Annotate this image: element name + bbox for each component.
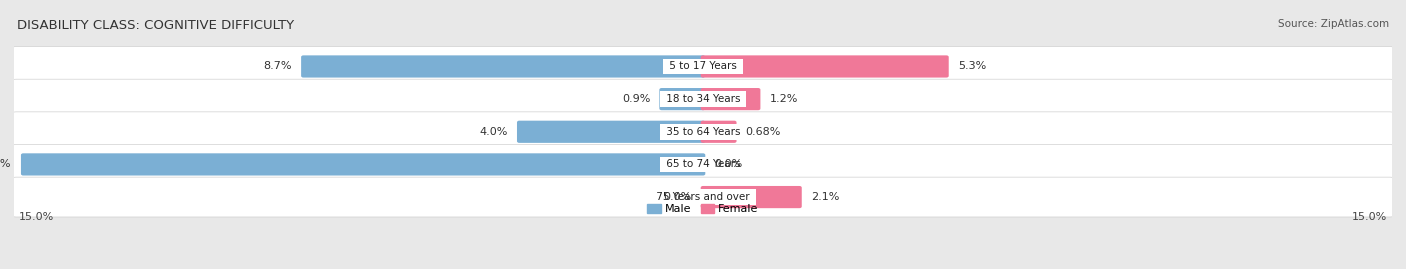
Text: 0.0%: 0.0% [714,160,742,169]
Text: 15.0%: 15.0% [18,212,53,222]
Text: 5.3%: 5.3% [957,62,986,72]
Text: 0.0%: 0.0% [664,192,692,202]
Text: 18 to 34 Years: 18 to 34 Years [662,94,744,104]
FancyBboxPatch shape [700,186,801,208]
Text: 65 to 74 Years: 65 to 74 Years [662,160,744,169]
Text: 1.2%: 1.2% [769,94,799,104]
Text: 75 Years and over: 75 Years and over [652,192,754,202]
Text: 2.1%: 2.1% [811,192,839,202]
FancyBboxPatch shape [301,55,706,77]
FancyBboxPatch shape [10,47,1396,86]
FancyBboxPatch shape [10,144,1396,184]
FancyBboxPatch shape [10,112,1396,152]
Text: 4.0%: 4.0% [479,127,508,137]
FancyBboxPatch shape [10,177,1396,217]
Text: 5 to 17 Years: 5 to 17 Years [666,62,740,72]
Text: 14.8%: 14.8% [0,160,11,169]
Text: Source: ZipAtlas.com: Source: ZipAtlas.com [1278,19,1389,29]
Text: 0.9%: 0.9% [621,94,650,104]
FancyBboxPatch shape [10,79,1396,119]
FancyBboxPatch shape [700,88,761,110]
FancyBboxPatch shape [21,153,706,175]
Text: DISABILITY CLASS: COGNITIVE DIFFICULTY: DISABILITY CLASS: COGNITIVE DIFFICULTY [17,19,294,32]
Text: 8.7%: 8.7% [263,62,292,72]
FancyBboxPatch shape [700,55,949,77]
FancyBboxPatch shape [659,88,706,110]
Legend: Male, Female: Male, Female [643,199,763,219]
Text: 35 to 64 Years: 35 to 64 Years [662,127,744,137]
FancyBboxPatch shape [700,121,737,143]
Text: 0.68%: 0.68% [745,127,782,137]
FancyBboxPatch shape [517,121,706,143]
Text: 15.0%: 15.0% [1353,212,1388,222]
